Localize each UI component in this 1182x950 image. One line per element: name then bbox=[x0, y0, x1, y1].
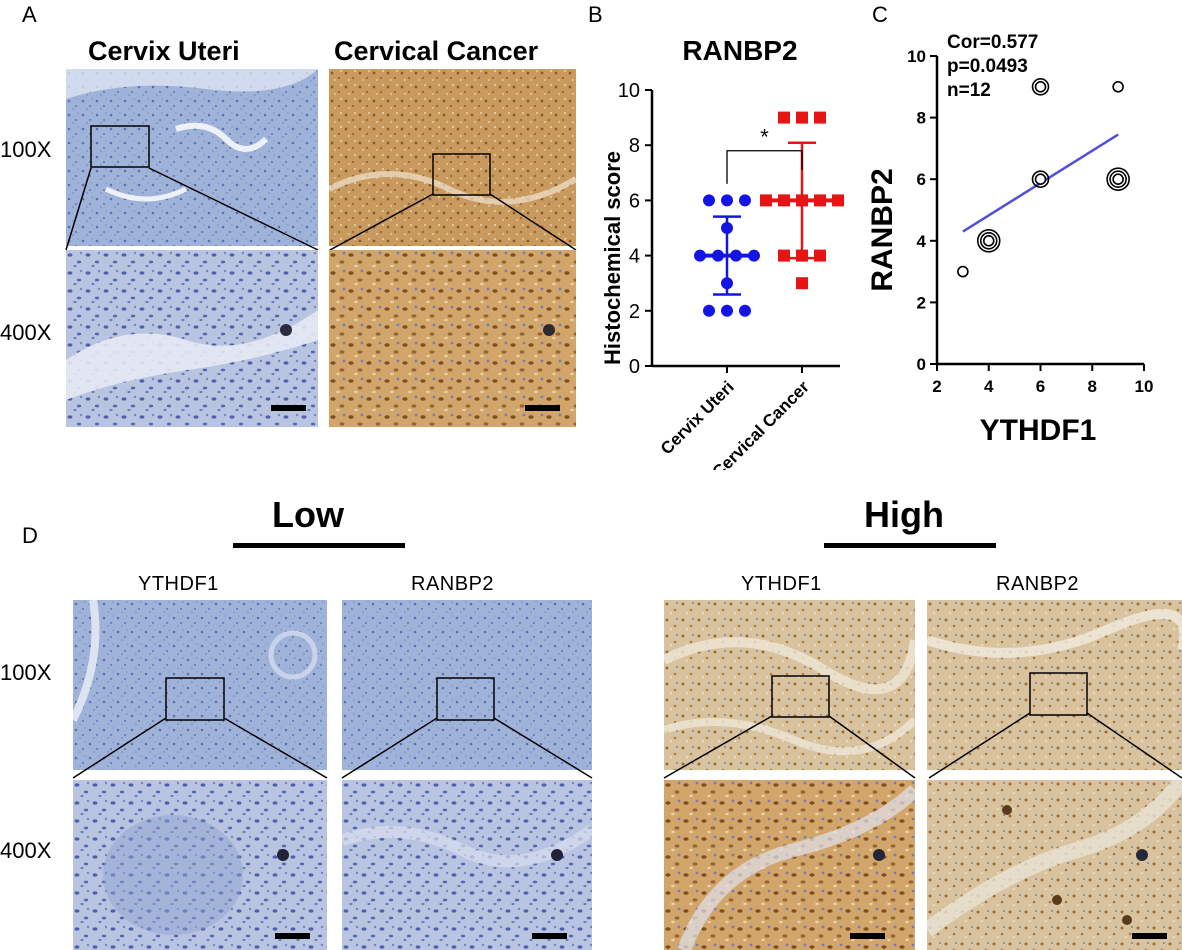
chart-b-point bbox=[739, 304, 751, 317]
group-title-low: Low bbox=[272, 494, 344, 535]
chart-b-point bbox=[778, 111, 790, 124]
stain-header-low-ranbp2: RANBP2 bbox=[411, 573, 495, 595]
chart-c-annotation-p: p=0.0493 bbox=[947, 56, 1028, 77]
micrograph-high-ranbp2-400x bbox=[927, 780, 1182, 950]
row-label-d-100x: 100X bbox=[0, 660, 52, 685]
micrograph-low-ythdf1-100x bbox=[73, 600, 327, 770]
stain-header-low-ythdf1: YTHDF1 bbox=[138, 573, 219, 595]
chart-b-ytick-label: 0 bbox=[629, 356, 640, 378]
chart-b-point bbox=[796, 277, 808, 290]
group-bar-low bbox=[233, 543, 405, 548]
col-header-cervix-uteri: Cervix Uteri bbox=[88, 36, 240, 66]
stain-header-high-ythdf1: YTHDF1 bbox=[741, 573, 822, 595]
chart-b-significance-label: * bbox=[760, 125, 769, 150]
chart-b-xtick-label: Cervix Uteri bbox=[657, 377, 738, 458]
chart-c-ytick-label: 10 bbox=[907, 47, 926, 66]
panel-label-b: B bbox=[588, 2, 603, 27]
chart-b-significance-bracket bbox=[726, 150, 803, 184]
zoom-lines-panel-a bbox=[65, 167, 577, 251]
chart-b-ytick-label: 8 bbox=[629, 135, 640, 157]
panel-label-d: D bbox=[22, 523, 38, 548]
chart-b-point bbox=[760, 194, 772, 207]
micrograph-high-ranbp2-100x bbox=[927, 600, 1182, 770]
chart-c-ytick-label: 0 bbox=[917, 355, 926, 374]
chart-b-point bbox=[832, 194, 844, 207]
chart-c-xtick-label: 8 bbox=[1088, 377, 1097, 396]
chart-c-xtick-label: 6 bbox=[1036, 377, 1045, 396]
chart-b-point bbox=[739, 194, 751, 207]
chart-b-point bbox=[814, 111, 826, 124]
chart-b-point bbox=[703, 194, 715, 207]
chart-c-xtick-label: 4 bbox=[984, 377, 994, 396]
panel-label-a: A bbox=[22, 2, 37, 27]
chart-c-xtick-label: 2 bbox=[932, 377, 941, 396]
micrograph-cervix-uteri-100x bbox=[66, 69, 318, 246]
chart-c-point bbox=[1112, 173, 1124, 185]
chart-c-ytick-label: 2 bbox=[917, 293, 926, 312]
chart-b-ytick-label: 2 bbox=[629, 301, 640, 323]
chart-c-point bbox=[976, 229, 1001, 253]
chart-c-point bbox=[979, 232, 998, 250]
chart-b-marks: * bbox=[694, 111, 844, 317]
micrograph-high-ythdf1-100x bbox=[664, 600, 915, 770]
chart-c-marks bbox=[957, 77, 1130, 278]
zoom-lines-panel-d bbox=[72, 712, 1182, 779]
micrograph-low-ranbp2-400x bbox=[342, 780, 592, 950]
micrograph-cervix-uteri-400x bbox=[66, 250, 318, 427]
chart-c-xtick-label: 10 bbox=[1135, 377, 1154, 396]
micrograph-high-ythdf1-400x bbox=[664, 780, 915, 950]
chart-c-point bbox=[1031, 170, 1050, 188]
chart-b-ytick-label: 4 bbox=[629, 246, 640, 268]
chart-b-point bbox=[814, 249, 826, 262]
chart-b-title: RANBP2 bbox=[682, 35, 797, 66]
panel-label-c: C bbox=[872, 2, 888, 27]
chart-c-ytick-label: 6 bbox=[917, 170, 926, 189]
chart-c-ylabel: RANBP2 bbox=[866, 168, 899, 291]
chart-c-point bbox=[957, 265, 969, 278]
chart-c-ytick-label: 8 bbox=[917, 109, 926, 128]
row-label-d-400x: 400X bbox=[0, 838, 52, 863]
chart-c-annotation-cor: Cor=0.577 bbox=[947, 32, 1038, 53]
chart-b-point bbox=[796, 111, 808, 124]
micrograph-low-ythdf1-400x bbox=[73, 780, 327, 950]
chart-b-point bbox=[703, 304, 715, 317]
group-title-high: High bbox=[864, 494, 944, 535]
chart-b-ytick-label: 10 bbox=[618, 80, 640, 102]
micrograph-low-ranbp2-100x bbox=[342, 600, 592, 770]
chart-b-point bbox=[721, 304, 733, 317]
group-bar-high bbox=[824, 543, 996, 548]
chart-b-ytick-label: 6 bbox=[629, 190, 640, 212]
chart-c-xlabel: YTHDF1 bbox=[980, 414, 1097, 447]
row-label-100x: 100X bbox=[0, 137, 52, 162]
chart-c-point bbox=[1106, 167, 1130, 191]
chart-c-annotation-n: n=12 bbox=[947, 80, 991, 101]
col-header-cervical-cancer: Cervical Cancer bbox=[334, 36, 539, 66]
chart-c-point bbox=[982, 235, 995, 247]
chart-b-point bbox=[778, 249, 790, 262]
chart-c-point bbox=[1034, 80, 1047, 93]
row-label-400x: 400X bbox=[0, 320, 52, 345]
chart-c-point bbox=[1034, 173, 1047, 185]
micrograph-cervical-cancer-100x bbox=[329, 69, 576, 246]
stain-header-high-ranbp2: RANBP2 bbox=[996, 573, 1080, 595]
chart-b-ylabel: Histochemical score bbox=[600, 151, 625, 365]
chart-panel-b: RANBP2 Histochemical score 0 2 4 6 8 10 Cervix… bbox=[600, 35, 844, 470]
chart-c-ytick-label: 4 bbox=[917, 232, 927, 251]
chart-c-point bbox=[1109, 170, 1127, 188]
chart-b-point bbox=[721, 194, 733, 207]
micrograph-cervical-cancer-400x bbox=[329, 250, 576, 427]
chart-c-point bbox=[1112, 80, 1124, 93]
chart-c-point bbox=[1031, 77, 1050, 96]
